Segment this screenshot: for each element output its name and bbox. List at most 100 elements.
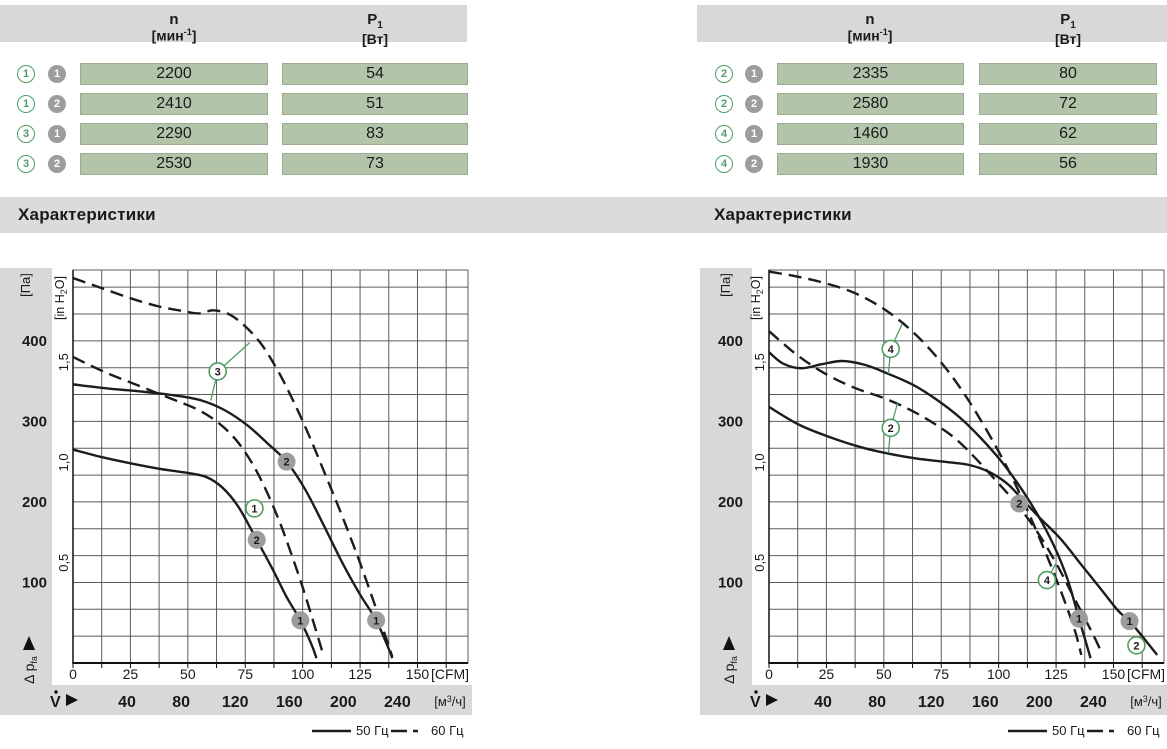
x-tick-label-cfm: 75 (933, 666, 949, 682)
x-tick-label-cfm: 50 (180, 666, 196, 682)
cell-speed-value: 2290 (80, 123, 268, 145)
x-tick-label-m3h: 80 (172, 694, 190, 711)
col-p-title: P1 (367, 11, 383, 31)
marker-speed-1: 1 (367, 611, 386, 630)
section-header-bar: Характеристики Характеристики (0, 197, 1167, 233)
cell-power-value: 73 (282, 153, 468, 175)
curves (73, 276, 394, 659)
legend-label-60hz: 60 Гц (431, 723, 464, 738)
y-tick-label-pa: 100 (718, 574, 743, 591)
flow-symbol-dot (54, 690, 58, 694)
speed-number-badge: 2 (48, 155, 66, 173)
svg-text:1: 1 (1126, 616, 1132, 628)
curve-1-60hz (73, 355, 325, 656)
x-tick-label-m3h: 200 (1026, 694, 1053, 711)
legend-label-50hz: 50 Гц (356, 723, 389, 738)
flow-axis-arrow-icon (766, 694, 778, 706)
y-axis-unit-pa: [Па] (718, 273, 733, 297)
x-tick-label-m3h: 200 (330, 694, 357, 711)
x-tick-label-cfm: 150 (406, 666, 430, 682)
flow-symbol-dot (754, 690, 758, 694)
x-tick-label-cfm: 150 (1102, 666, 1126, 682)
x-tick-label-cfm: 0 (69, 666, 77, 682)
cell-speed-value: 2335 (777, 63, 964, 85)
curve-number-badge: 1 (17, 95, 35, 113)
y-axis-unit-inh2o: [in H2O] (749, 276, 765, 320)
speed-number-badge: 2 (745, 95, 763, 113)
col-p-title: P1 (1060, 11, 1076, 31)
curve-3-60hz (73, 276, 394, 657)
svg-text:2: 2 (888, 423, 894, 435)
y-axis-unit-pa: [Па] (18, 273, 33, 297)
y-tick-label-pa: 200 (718, 494, 743, 511)
svg-text:1: 1 (251, 503, 257, 515)
cell-power-value: 83 (282, 123, 468, 145)
pressure-axis-arrow-icon (723, 636, 735, 650)
curve-number-badge: 4 (715, 125, 733, 143)
marker-speed-2: 2 (1010, 494, 1029, 513)
marker-speed-1: 1 (1120, 612, 1139, 631)
svg-text:4: 4 (1044, 575, 1051, 587)
curve-number-badge: 2 (715, 65, 733, 83)
x-tick-label-cfm: 100 (987, 666, 1011, 682)
x-tick-label-cfm: 125 (1044, 666, 1068, 682)
x-tick-label-cfm: 100 (291, 666, 315, 682)
x-tick-label-cfm: 25 (819, 666, 835, 682)
marker-speed-1: 1 (1070, 609, 1089, 628)
x-tick-label-cfm: 50 (876, 666, 892, 682)
grid (72, 269, 469, 664)
curve-number-badge: 4 (715, 155, 733, 173)
column-header-power-right: P1 [Вт] (988, 12, 1148, 46)
y-tick-label-inh2o: 1,0 (752, 453, 767, 471)
y-tick-label-inh2o: 1,0 (56, 453, 71, 471)
x-tick-label-m3h: 240 (1080, 694, 1107, 711)
col-n-title: n (169, 11, 179, 28)
curve-2-50hz (769, 405, 1159, 656)
section-title-right: Характеристики (714, 205, 852, 224)
cell-power-value: 72 (979, 93, 1157, 115)
pressure-axis-arrow-icon (23, 636, 35, 650)
svg-text:2: 2 (1133, 640, 1139, 652)
speed-number-badge: 1 (745, 125, 763, 143)
column-header-speed-left: n [мин-1] (94, 12, 254, 43)
x-tick-label-cfm: 25 (123, 666, 139, 682)
curve-number-badge: 3 (17, 155, 35, 173)
y-axis-unit-inh2o: [in H2O] (53, 276, 69, 320)
y-tick-label-inh2o: 1,5 (752, 353, 767, 371)
marker-curve-4: 4 (1037, 562, 1057, 590)
marker-speed-2: 2 (277, 452, 296, 471)
flow-symbol: V (50, 694, 61, 711)
y-axis-label-delta-p: Δ pfa (721, 656, 739, 684)
marker-curve-3: 3 (208, 341, 251, 401)
x-tick-label-m3h: 120 (222, 694, 249, 711)
x-tick-label-cfm: 75 (237, 666, 253, 682)
curve-number-badge: 2 (715, 95, 733, 113)
y-axis-unit-strip (0, 268, 52, 685)
col-n-unit: [мин-1] (847, 26, 893, 44)
curve-4-50hz (769, 351, 1092, 659)
m3h-axis-bar (0, 685, 472, 715)
svg-text:2: 2 (1016, 499, 1022, 511)
col-p-unit: [Вт] (361, 30, 389, 47)
cell-speed-value: 1930 (777, 153, 964, 175)
speed-number-badge: 1 (745, 65, 763, 83)
marker-curve-4: 4 (881, 323, 903, 374)
marker-speed-2: 2 (247, 530, 266, 549)
cell-speed-value: 2580 (777, 93, 964, 115)
column-header-power-left: P1 [Вт] (295, 12, 455, 46)
x-tick-label-m3h: 120 (918, 694, 945, 711)
y-tick-label-pa: 300 (718, 413, 743, 430)
cell-power-value: 54 (282, 63, 468, 85)
column-header-speed-right: n [мин-1] (790, 12, 950, 43)
marker-curve-2: 2 (881, 402, 901, 453)
svg-text:3: 3 (215, 366, 221, 378)
x-tick-label-cfm: 125 (348, 666, 372, 682)
svg-text:4: 4 (888, 344, 895, 356)
svg-text:2: 2 (254, 535, 260, 547)
y-tick-label-inh2o: 0,5 (56, 554, 71, 572)
x-axis-unit-cfm: [CFM] (431, 666, 469, 682)
cell-power-value: 51 (282, 93, 468, 115)
cell-power-value: 80 (979, 63, 1157, 85)
